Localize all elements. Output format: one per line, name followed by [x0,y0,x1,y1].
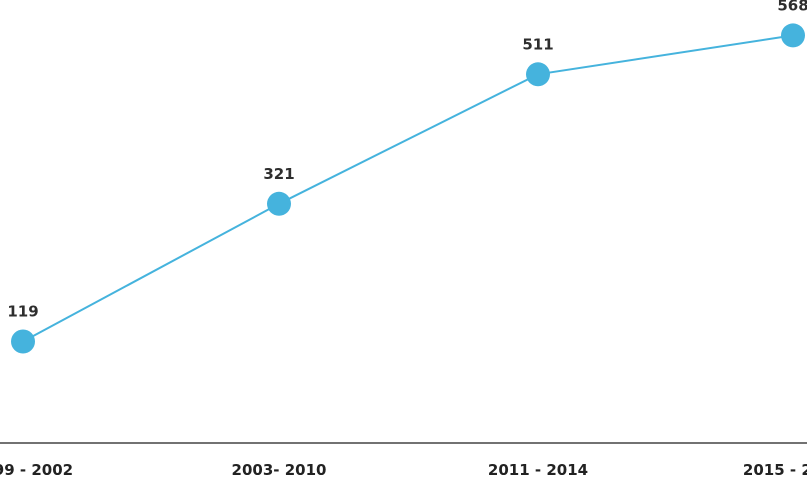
data-label-1: 119 [7,303,38,321]
data-point-3 [526,62,550,87]
data-point-4 [781,23,805,48]
data-label-4: 568 [777,0,807,14]
data-point-2 [267,191,291,216]
data-point-1 [11,329,35,354]
x-tick-label-4: 2015 - 2018 [743,461,807,479]
x-tick-label-1: 1999 - 2002 [0,461,73,479]
x-tick-label-3: 2011 - 2014 [488,461,588,479]
series-line [22,34,794,343]
x-tick-label-2: 2003- 2010 [232,461,327,479]
data-label-3: 511 [522,35,553,53]
x-axis-ticks: 1999 - 2002 2003- 2010 2011 - 2014 2015 - 2… [0,461,807,479]
data-label-2: 321 [263,165,294,183]
chart-marks: 119 321 511 568 [7,0,807,354]
